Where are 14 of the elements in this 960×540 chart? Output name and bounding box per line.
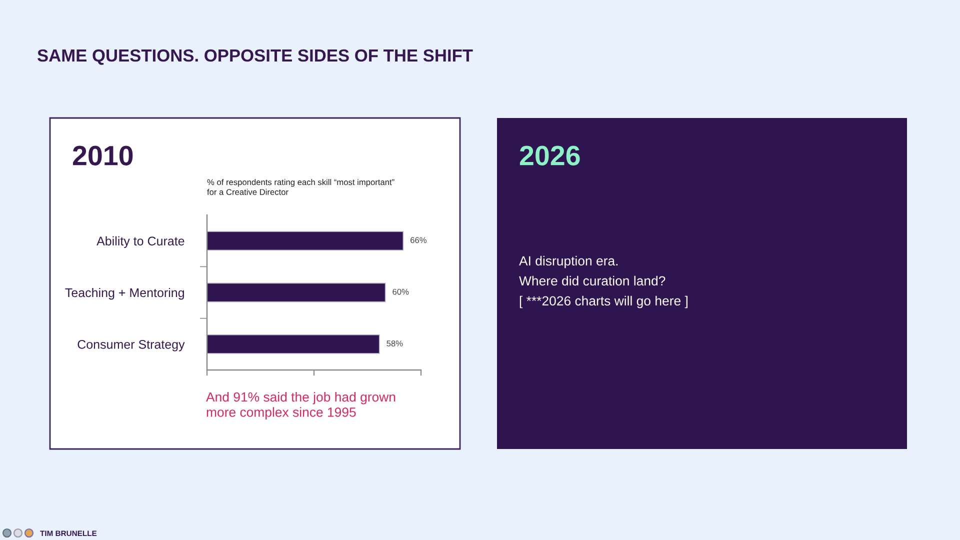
data-label: 66% <box>410 237 426 244</box>
data-label: 60% <box>392 288 409 295</box>
y-tick-label: Teaching + Mentoring <box>65 288 184 300</box>
y-tick-label: Consumer Strategy <box>78 340 185 352</box>
text: AI disruption era. <box>519 256 618 268</box>
text: Where did curation land? <box>519 276 666 286</box>
text: SAME QUESTIONS. OPPOSITE SIDES OF THE SHIFT <box>38 49 473 65</box>
text: 2026 <box>520 146 580 166</box>
chart-subtitle: % of respondents rating each skill “most important” for a Creative Director <box>207 179 394 196</box>
chart-title: 2010 <box>72 146 133 166</box>
data-label: 58% <box>386 340 403 346</box>
text: [ ***2026 charts will go here ] <box>520 296 688 308</box>
text: And 91% said the job had grown more complex since 1995 <box>206 392 396 420</box>
y-tick-label: Ability to Curate <box>96 236 184 248</box>
